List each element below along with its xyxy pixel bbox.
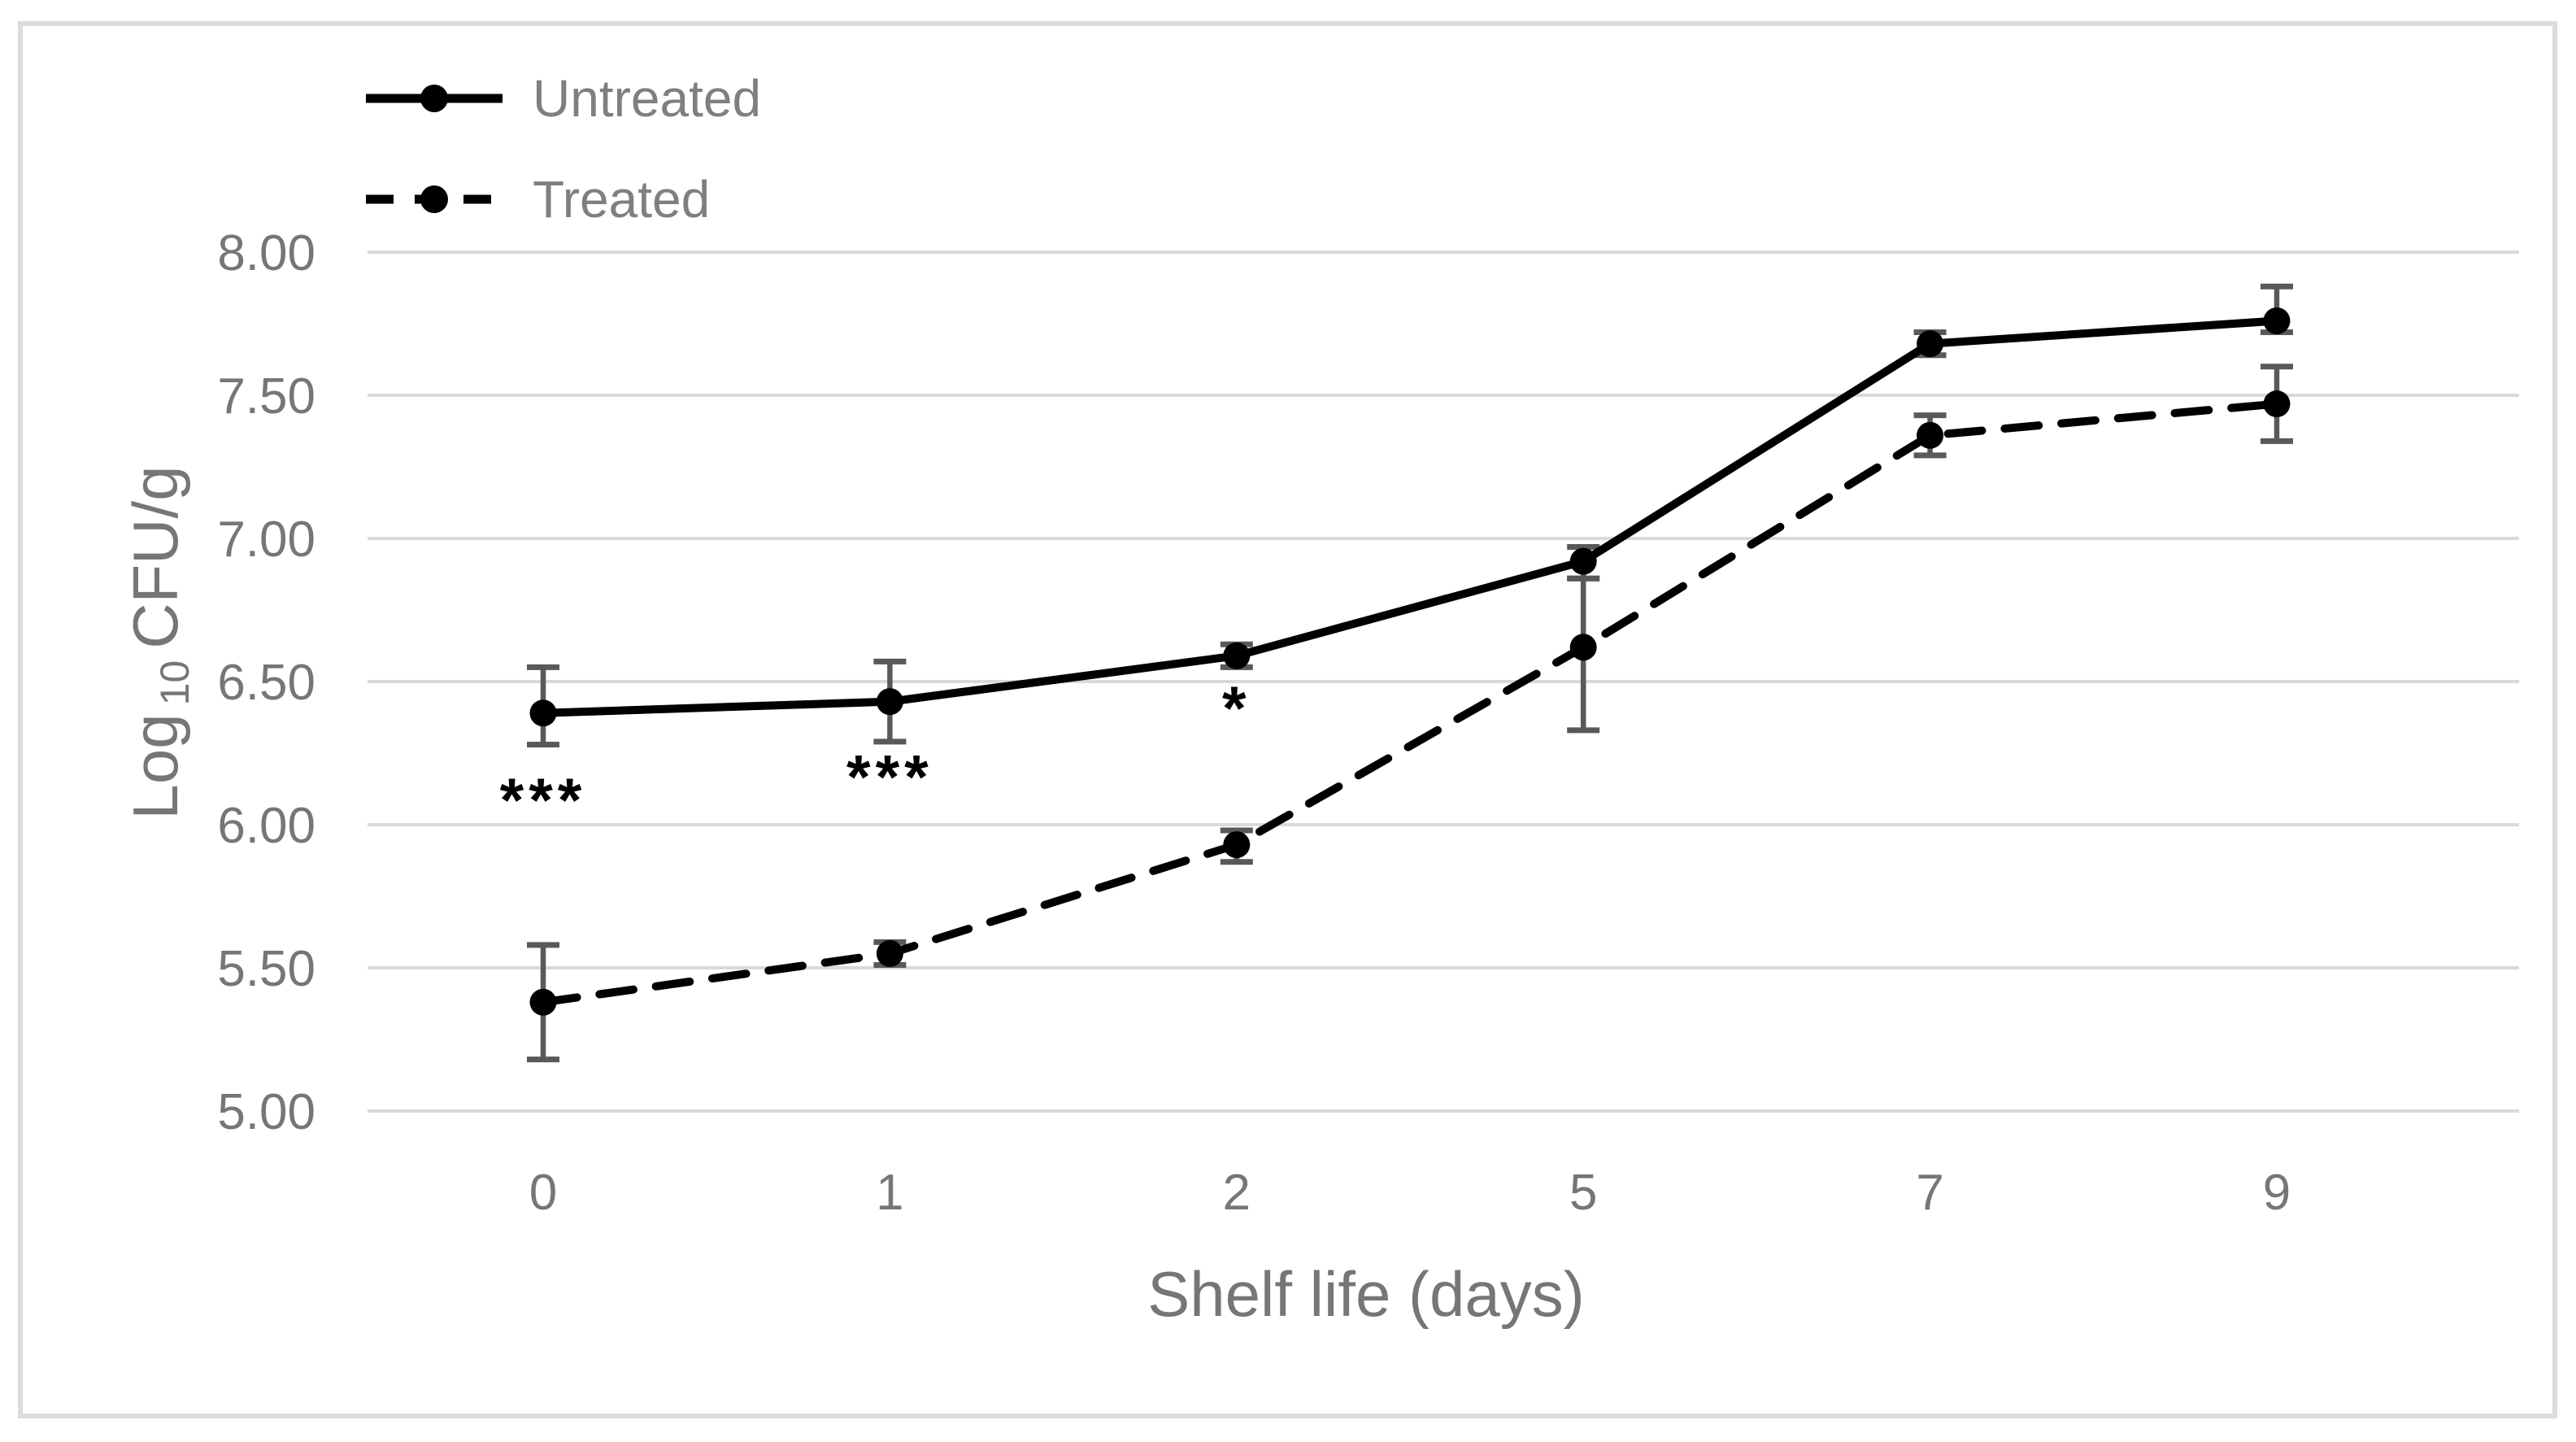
significance-marker: *** [500,766,587,835]
data-point-marker-treated [1223,831,1251,859]
y-tick-label: 6.50 [217,655,315,711]
legend-item-treated: Treated [366,170,710,229]
y-tick-label: 5.00 [217,1084,315,1140]
data-point-marker-treated [1917,421,1944,449]
y-tick-label: 8.00 [217,225,315,281]
series-line-untreated [539,316,2281,717]
significance-marker: *** [846,743,933,812]
legend-swatch-marker [420,185,448,213]
legend-item-untreated: Untreated [366,69,761,128]
y-tick-label: 6.00 [217,798,315,854]
y-tick-label: 7.50 [217,368,315,425]
x-tick-label: 2 [1223,1165,1251,1221]
data-point-marker-untreated [876,688,903,716]
data-point-marker-treated [2263,390,2291,418]
data-point-marker-untreated [1223,642,1251,669]
significance-marker: * [1222,674,1251,743]
series-line-treated [539,399,2281,1007]
data-point-marker-treated [529,988,557,1016]
y-tick-label: 5.50 [217,941,315,997]
y-axis-title: Log10CFU/g [120,465,198,819]
legend-label: Treated [533,170,710,229]
legend-swatch-marker [420,85,448,112]
data-point-marker-untreated [1569,547,1597,575]
x-tick-label: 0 [529,1165,557,1221]
data-point-marker-untreated [1917,330,1944,358]
data-point-marker-treated [1569,634,1597,661]
x-tick-label: 7 [1916,1165,1943,1221]
x-axis-title: Shelf life (days) [1147,1258,1585,1330]
data-point-marker-treated [876,939,903,967]
figure-border [18,21,2557,1418]
y-tick-label: 7.00 [217,512,315,568]
data-point-marker-untreated [529,699,557,727]
data-point-marker-untreated [2263,307,2291,334]
legend-label: Untreated [533,69,761,128]
x-tick-label: 1 [876,1165,903,1221]
x-tick-label: 5 [1569,1165,1597,1221]
x-tick-label: 9 [2263,1165,2291,1221]
